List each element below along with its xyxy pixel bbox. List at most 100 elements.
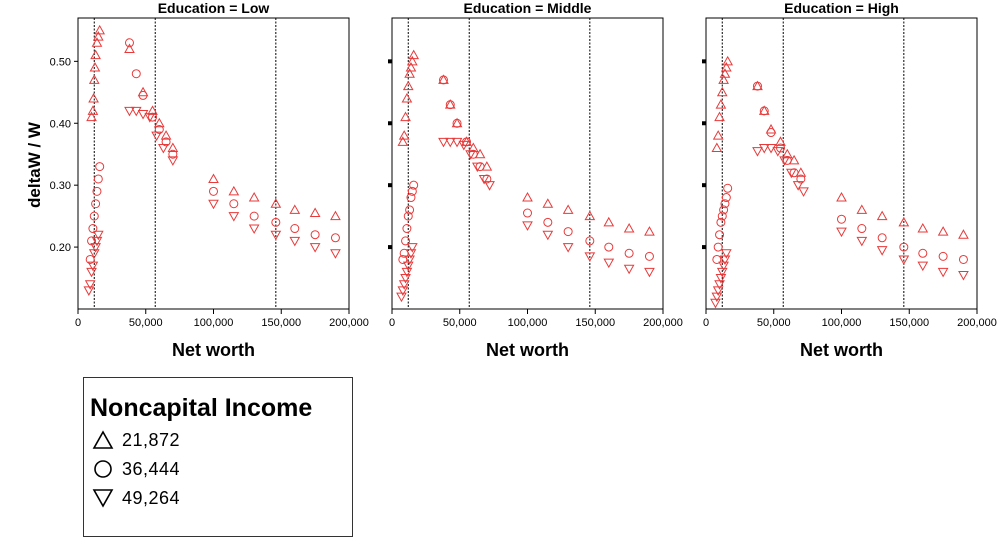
data-point-triangle-up: [124, 43, 135, 53]
data-point-triangle-down: [92, 230, 104, 241]
x-axis-label: Net worth: [486, 340, 569, 360]
data-point-triangle-up: [781, 148, 793, 159]
data-point-circle: [563, 227, 573, 237]
data-point-triangle-up: [716, 86, 728, 97]
data-point-circle: [712, 254, 722, 264]
data-point-triangle-down: [562, 243, 574, 253]
chart-panels: Education = Low 0 50,000 100,000 150,000 200,…: [50, 0, 997, 360]
data-point-triangle-down: [167, 156, 179, 166]
x-tick-label: 100,000: [194, 317, 234, 329]
y-tick-label: 0.50: [50, 56, 71, 68]
data-point-circle: [452, 118, 462, 128]
data-point-triangle-up: [644, 226, 655, 236]
data-point-circle: [168, 149, 178, 159]
data-point-circle: [445, 100, 455, 110]
data-point-triangle-down: [472, 162, 483, 173]
data-point-triangle-up: [94, 24, 106, 35]
scatter-panel: Education = Middle 0 50,000 100,000 150,000 2…: [388, 0, 683, 360]
data-point-triangle-up: [401, 92, 413, 103]
data-point-triangle-down: [792, 181, 804, 191]
x-tick-label: 0: [389, 317, 395, 329]
x-tick-label: 150,000: [889, 317, 929, 329]
data-point-triangle-down: [623, 264, 635, 275]
x-tick-label: 0: [75, 317, 81, 329]
data-point-triangle-up: [406, 55, 418, 66]
data-point-triangle-up: [788, 154, 800, 165]
legend-label: 21,872: [122, 429, 181, 450]
data-point-circle: [271, 217, 281, 227]
data-point-circle: [310, 230, 320, 240]
data-point-triangle-up: [584, 210, 596, 221]
data-point-triangle-down: [124, 106, 135, 117]
data-point-triangle-down: [248, 224, 260, 235]
data-point-triangle-up: [228, 185, 240, 196]
data-point-circle: [85, 254, 95, 264]
data-point-circle: [88, 224, 98, 234]
data-point-triangle-down: [798, 187, 809, 197]
data-point-circle: [721, 193, 731, 203]
data-point-triangle-up: [404, 68, 415, 78]
data-point-triangle-up: [309, 207, 321, 218]
plot-frame: [705, 17, 978, 310]
data-point-triangle-down: [720, 249, 732, 259]
data-point-triangle-down: [958, 270, 969, 281]
data-point-triangle-down: [465, 150, 476, 160]
data-point-triangle-up: [917, 222, 929, 233]
x-tick-label: 200,000: [957, 317, 997, 329]
legend: Noncapital Income 21,872 36,444 49,264: [83, 377, 353, 537]
data-point-triangle-down: [289, 236, 301, 247]
data-point-triangle-down: [644, 267, 655, 278]
data-point-triangle-up: [714, 111, 725, 122]
data-point-circle: [403, 211, 413, 221]
data-point-triangle-down: [478, 174, 490, 185]
data-point-circle: [715, 230, 725, 240]
data-point-circle: [209, 186, 218, 196]
data-point-triangle-down: [876, 246, 888, 256]
data-point-circle: [837, 214, 846, 224]
legend-label: 49,264: [122, 487, 181, 508]
data-point-triangle-up: [474, 148, 486, 159]
x-tick-label: 50,000: [443, 317, 477, 329]
data-point-circle: [624, 248, 634, 258]
data-point-triangle-up: [795, 167, 807, 177]
data-point-circle: [604, 242, 614, 252]
data-point-triangle-up: [160, 130, 172, 140]
data-point-triangle-up: [876, 210, 888, 221]
data-point-triangle-up: [270, 198, 282, 208]
data-point-triangle-up: [86, 111, 97, 122]
x-tick-label: 200,000: [643, 317, 683, 329]
data-point-triangle-up: [937, 226, 949, 236]
data-point-circle: [877, 233, 887, 243]
data-point-triangle-down: [396, 292, 407, 303]
data-point-triangle-down: [158, 144, 169, 154]
data-point-circle: [585, 236, 595, 246]
data-point-circle: [766, 128, 776, 138]
data-point-triangle-up: [248, 192, 260, 202]
data-point-triangle-up: [397, 136, 409, 146]
data-point-triangle-down: [603, 258, 615, 269]
circle-icon: [94, 460, 112, 478]
data-point-circle: [405, 205, 415, 215]
data-point-triangle-up: [402, 80, 414, 91]
scatter-panel: Education = High 0 50,000 100,000 150,000 200…: [702, 0, 997, 360]
data-point-circle: [752, 81, 762, 91]
data-point-triangle-up: [481, 161, 493, 171]
data-point-triangle-down: [87, 261, 99, 272]
data-point-triangle-up: [562, 204, 574, 214]
data-point-circle: [720, 199, 730, 209]
data-point-triangle-down: [208, 199, 219, 210]
panel-title: Education = High: [784, 0, 899, 16]
data-point-circle: [899, 242, 909, 252]
data-point-triangle-down: [438, 137, 449, 148]
data-point-circle: [95, 162, 105, 172]
x-tick-label: 50,000: [757, 317, 791, 329]
data-point-triangle-up: [856, 204, 868, 214]
data-point-triangle-down: [151, 131, 162, 142]
legend-item-49264: 49,264: [92, 486, 180, 510]
data-point-circle: [543, 217, 553, 227]
panel-title: Education = Middle: [464, 0, 592, 16]
data-point-circle: [402, 224, 412, 234]
data-point-circle: [857, 224, 867, 234]
x-tick-label: 200,000: [329, 317, 369, 329]
data-point-triangle-up: [167, 142, 179, 153]
